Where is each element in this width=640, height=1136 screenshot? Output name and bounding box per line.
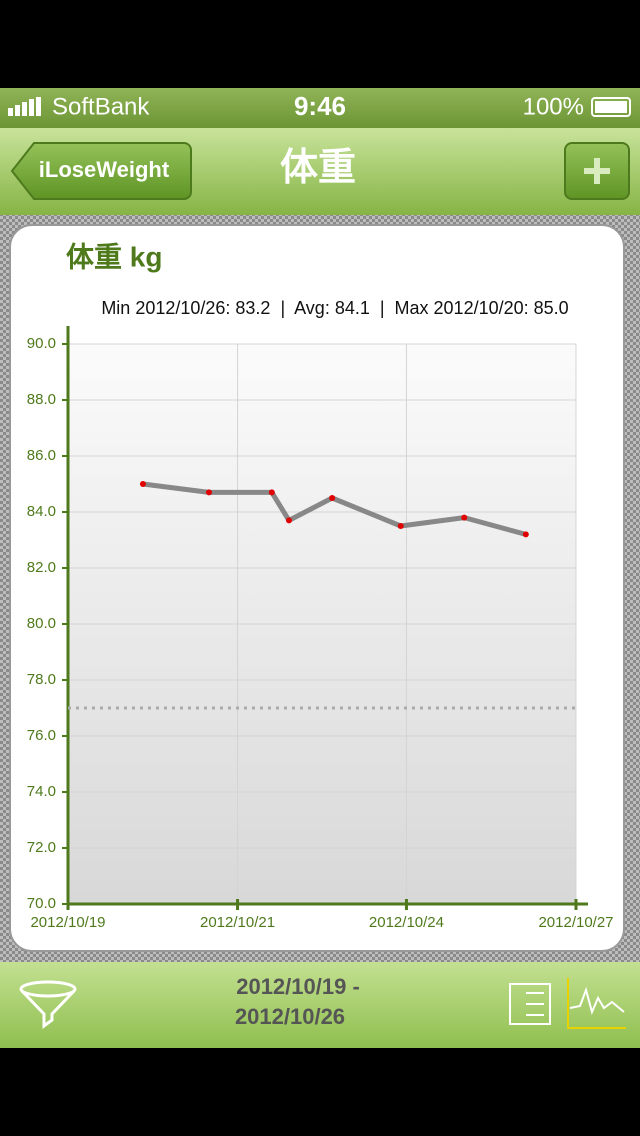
x-tick-label: 2012/10/19	[30, 914, 105, 931]
battery-text: 100%	[523, 93, 584, 120]
y-tick-label: 82.0	[27, 559, 56, 576]
x-tick-label: 2012/10/24	[369, 914, 444, 931]
date-range-start: 2012/10/19 -	[236, 974, 360, 999]
y-tick-label: 76.0	[27, 727, 56, 744]
chart-title: 体重 kg	[66, 241, 162, 272]
y-tick-label: 74.0	[27, 783, 56, 800]
data-point	[285, 517, 292, 524]
list-view-button[interactable]	[509, 983, 551, 1025]
time: 9:46	[294, 91, 346, 121]
data-point	[329, 495, 336, 501]
battery-level	[595, 101, 627, 113]
data-point	[461, 514, 468, 521]
y-tick-label: 70.0	[27, 895, 56, 912]
x-tick-label: 2012/10/21	[200, 914, 275, 931]
y-tick-label: 88.0	[27, 391, 56, 408]
data-line	[142, 481, 527, 537]
chart-view-button[interactable]	[567, 978, 626, 1029]
y-tick-label: 86.0	[27, 447, 56, 464]
add-icon	[584, 158, 610, 184]
data-point	[139, 481, 146, 487]
y-tick-label: 78.0	[27, 671, 56, 688]
filter-button[interactable]	[19, 980, 77, 1029]
back-label[interactable]: iLoseWeight	[39, 157, 170, 182]
chart-stats: Min 2012/10/26: 83.2 | Avg: 84.1 | Max 2…	[101, 298, 568, 318]
y-tick-label: 72.0	[27, 839, 56, 856]
back-button[interactable]	[10, 142, 192, 200]
status-bar	[0, 88, 640, 128]
data-point	[397, 523, 404, 529]
signal	[8, 97, 41, 116]
nav-title: 体重	[280, 147, 356, 189]
y-tick-label: 80.0	[27, 615, 56, 632]
y-tick-label: 90.0	[27, 335, 56, 352]
date-range-end: 2012/10/26	[235, 1004, 345, 1029]
data-point	[205, 489, 212, 496]
carrier: SoftBank	[52, 93, 150, 120]
y-tick-label: 84.0	[27, 503, 56, 520]
battery-icon	[591, 97, 631, 117]
data-point	[522, 531, 529, 538]
data-point	[268, 489, 275, 496]
x-tick-label: 2012/10/27	[538, 914, 613, 931]
